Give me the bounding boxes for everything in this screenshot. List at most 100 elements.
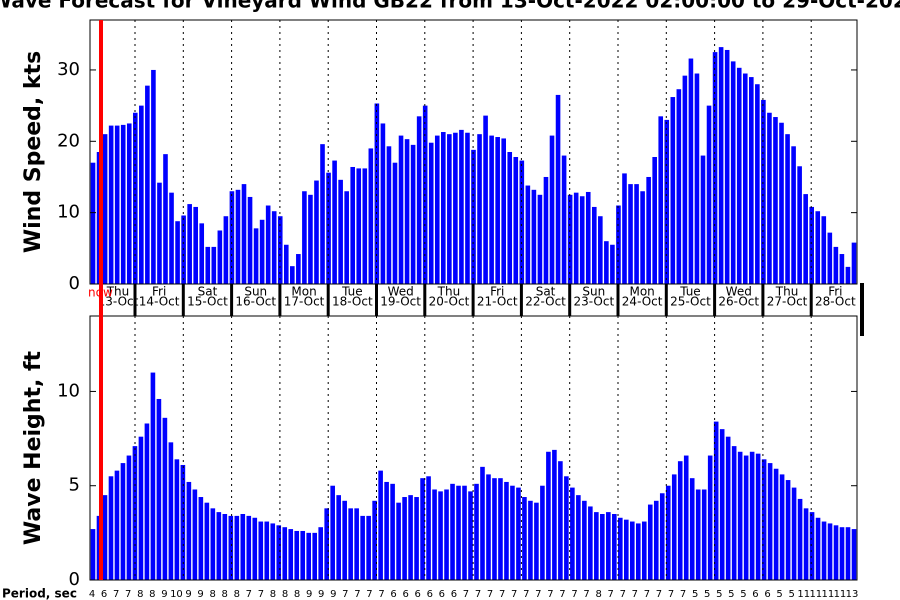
bar [306,532,312,580]
period-value: 7 [535,589,541,600]
bar [851,242,857,284]
bar [718,47,724,285]
bar [223,216,229,284]
bar [408,495,413,580]
weekday-label: Fri [490,285,504,299]
period-value: 9 [318,589,324,600]
bar [588,506,593,580]
bar [90,529,96,580]
bar [252,517,258,580]
bar [186,481,192,580]
bar [635,523,641,580]
bar [827,232,833,284]
period-value: 9 [330,589,336,600]
bar [465,132,470,284]
weekday-label: Sat [536,285,556,299]
period-value: 8 [294,589,300,600]
bar [302,191,307,284]
bar [282,527,288,580]
bar [815,211,821,284]
period-value: 5 [716,589,722,600]
bar [390,483,395,580]
date-label: 22-Oct [525,295,566,309]
bar [582,500,587,580]
bar [216,512,222,580]
date-label: 27-Oct [767,295,808,309]
bar [414,497,419,580]
bar [677,461,683,580]
weekday-label: Mon [629,285,654,299]
period-value: 6 [752,589,758,600]
period-value: 9 [185,589,191,600]
bar [205,246,211,284]
bar [671,474,677,580]
period-value: 7 [644,589,650,600]
bar [779,474,785,580]
bar [294,530,300,580]
period-value: 7 [342,589,348,600]
bar [624,519,629,580]
bar [362,168,368,284]
bar [416,116,422,284]
bar [730,61,736,284]
bar [477,134,482,284]
bar [531,189,537,284]
bar [114,470,120,580]
bar [713,421,719,580]
bar [516,487,521,580]
bar [235,189,241,284]
bar [138,436,144,580]
weekday-label: Sun [244,285,267,299]
period-value: 7 [511,589,517,600]
date-label: 21-Oct [477,295,518,309]
period-value: 6 [390,589,396,600]
bar [634,184,639,284]
bar [330,485,335,580]
bar [276,525,282,580]
bar [290,266,295,284]
bar [356,168,362,284]
bar [420,478,425,580]
period-value: 6 [101,589,107,600]
bar [396,502,401,580]
bar [312,532,318,580]
y-tick-label: 10 [57,380,80,401]
bar [629,521,635,580]
bar [670,97,676,285]
bar [504,481,509,580]
y-tick-label: 10 [57,202,80,223]
period-value: 5 [692,589,698,600]
weekday-label: Thu [437,285,461,299]
bar [96,515,102,580]
bar [528,500,533,580]
bar [567,194,573,284]
period-value: 7 [547,589,553,600]
period-value: 5 [788,589,794,600]
period-value: 7 [463,589,469,600]
period-value: 7 [378,589,384,600]
bar [193,206,198,284]
bar [402,497,407,580]
bar [694,73,700,284]
bar [809,512,815,580]
y-axis-label: Wind Speed, kts [21,51,46,253]
bar [162,417,168,580]
bar [246,515,252,580]
date-label: 15-Oct [187,295,228,309]
bar [180,464,186,580]
bar [767,463,773,580]
bar [217,230,223,284]
bar [308,194,313,284]
period-value: 7 [668,589,674,600]
bar [480,466,485,580]
bar [797,498,803,580]
period-value: 7 [499,589,505,600]
bar [241,184,247,284]
bar [579,196,585,284]
date-label: 19-Oct [380,295,421,309]
period-value: 8 [270,589,276,600]
bar [785,480,791,580]
date-label: 28-Oct [815,295,856,309]
bar [785,134,790,284]
bar [441,132,446,284]
